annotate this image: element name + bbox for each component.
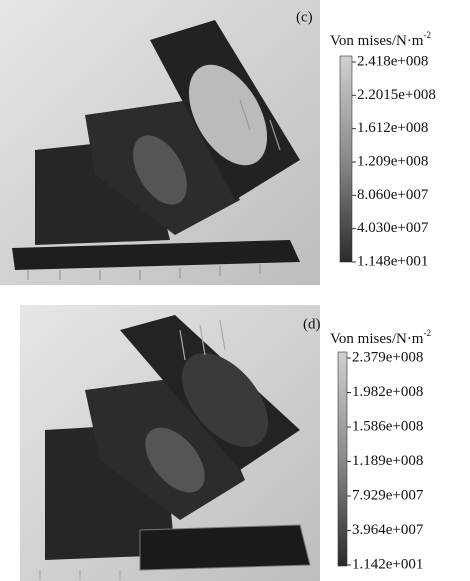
panel-label: (c) <box>296 9 313 25</box>
color-bar <box>337 351 348 567</box>
legend-title-text: Von mises/N·m <box>330 331 424 347</box>
legend-tick-label: 1.142e+001 <box>352 556 423 572</box>
legend-tick-label: 1.612e+008 <box>357 120 428 136</box>
panel-label: (d) <box>303 316 321 332</box>
legend-title-superscript: -2 <box>423 328 431 338</box>
legend-title: Von mises/N·m-2 <box>330 328 431 347</box>
simulation-image-c <box>0 0 320 285</box>
legend-tick-label: 1.586e+008 <box>352 418 423 434</box>
color-bar <box>339 55 353 263</box>
legend-title-text: Von mises/N·m <box>330 33 424 49</box>
legend-tick-label: 2.379e+008 <box>352 349 423 365</box>
legend-tick-label: 4.030e+007 <box>357 220 429 236</box>
legend-tick-label: 2.418e+008 <box>357 53 428 69</box>
legend-tick-label: 7.929e+007 <box>352 487 424 503</box>
simulation-image-d <box>20 305 320 581</box>
legend-title: Von mises/N·m-2 <box>330 30 431 49</box>
legend-tick-label: 1.982e+008 <box>352 384 423 400</box>
legend-tick-label: 1.209e+008 <box>357 153 428 169</box>
legend-tick-label: 3.964e+007 <box>352 522 424 538</box>
legend-tick-label: 8.060e+007 <box>357 187 429 203</box>
legend-tick-label: 1.189e+008 <box>352 453 423 469</box>
legend-tick-label: 1.148e+001 <box>357 253 428 269</box>
legend-title-superscript: -2 <box>423 30 431 40</box>
legend-tick-label: 2.2015e+008 <box>357 87 436 103</box>
